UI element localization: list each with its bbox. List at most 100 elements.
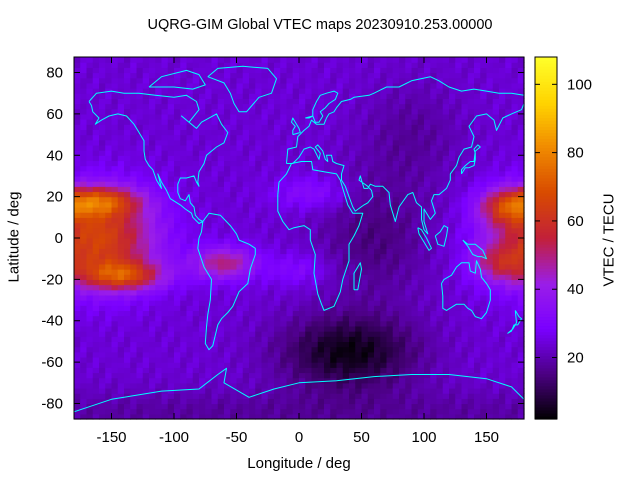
- heat-cell: [249, 362, 256, 368]
- heat-cell: [305, 108, 313, 115]
- heat-cell: [186, 382, 194, 389]
- heat-cell: [286, 129, 294, 136]
- heat-cell: [142, 336, 150, 343]
- heat-cell: [380, 150, 388, 156]
- heat-cell: [111, 144, 119, 151]
- heat-cell: [349, 346, 356, 353]
- heat-cell: [236, 227, 244, 234]
- heat-cell: [417, 170, 425, 177]
- heat-cell: [511, 274, 519, 280]
- heat-cell: [111, 300, 119, 306]
- heat-cell: [230, 124, 238, 130]
- heat-cell: [367, 305, 375, 311]
- heat-cell: [224, 346, 231, 353]
- heat-cell: [386, 315, 394, 322]
- heat-cell: [217, 279, 225, 286]
- heat-cell: [486, 196, 494, 203]
- heat-cell: [105, 196, 113, 203]
- heat-cell: [180, 227, 188, 234]
- heat-cell: [167, 170, 175, 177]
- heat-cell: [124, 82, 131, 89]
- heat-cell: [486, 258, 494, 265]
- heat-cell: [180, 119, 188, 125]
- heat-cell: [86, 144, 94, 151]
- heat-cell: [180, 331, 188, 337]
- heat-cell: [117, 279, 125, 286]
- heat-cell: [99, 263, 106, 270]
- heat-cell: [461, 129, 469, 136]
- heat-cell: [111, 310, 119, 317]
- heat-cell: [111, 212, 119, 218]
- heat-cell: [92, 67, 100, 74]
- heat-cell: [374, 155, 381, 162]
- heat-cell: [261, 263, 269, 270]
- heat-cell: [217, 238, 225, 244]
- heat-cell: [174, 269, 181, 275]
- heat-cell: [192, 320, 200, 327]
- heat-cell: [267, 165, 275, 172]
- heat-cell: [455, 160, 463, 167]
- heat-cell: [299, 341, 306, 348]
- heat-cell: [280, 134, 288, 141]
- heat-cell: [305, 367, 313, 374]
- heat-cell: [205, 119, 213, 125]
- heat-cell: [367, 279, 375, 286]
- heat-cell: [261, 88, 269, 94]
- heat-cell: [124, 119, 131, 125]
- heat-cell: [86, 341, 94, 348]
- heat-cell: [199, 320, 206, 327]
- heat-cell: [449, 150, 456, 156]
- heat-cell: [117, 398, 125, 405]
- heat-cell: [442, 150, 450, 156]
- heat-cell: [499, 88, 506, 94]
- heat-cell: [174, 222, 181, 229]
- heat-cell: [480, 274, 488, 280]
- heat-cell: [124, 356, 131, 363]
- heat-cell: [224, 227, 231, 234]
- heat-cell: [461, 243, 469, 249]
- heat-cell: [205, 238, 213, 244]
- heat-cell: [392, 403, 400, 410]
- heat-cell: [274, 341, 281, 348]
- heat-cell: [399, 103, 406, 110]
- heat-cell: [355, 232, 363, 239]
- heat-cell: [405, 227, 413, 234]
- heat-cell: [492, 377, 500, 384]
- heat-cell: [249, 341, 256, 348]
- heat-cell: [192, 175, 200, 182]
- heat-cell: [211, 170, 219, 177]
- heat-cell: [286, 367, 294, 374]
- heat-cell: [267, 206, 275, 213]
- heat-cell: [417, 300, 425, 306]
- heat-cell: [149, 294, 156, 301]
- heat-cell: [392, 88, 400, 94]
- heat-cell: [74, 263, 81, 270]
- heat-cell: [149, 139, 156, 146]
- heat-cell: [80, 170, 88, 177]
- heat-cell: [117, 403, 125, 410]
- heat-cell: [361, 274, 369, 280]
- heat-cell: [380, 346, 388, 353]
- heat-cell: [217, 186, 225, 193]
- heat-cell: [517, 294, 525, 301]
- heat-cell: [74, 155, 81, 162]
- heat-cell: [74, 362, 81, 368]
- heat-cell: [311, 150, 319, 156]
- heat-cell: [224, 289, 231, 296]
- heat-cell: [155, 108, 163, 115]
- heat-cell: [399, 212, 406, 218]
- heat-cell: [180, 248, 188, 255]
- heat-cell: [467, 346, 475, 353]
- heat-cell: [455, 232, 463, 239]
- heat-cell: [286, 191, 294, 198]
- heat-cell: [205, 232, 213, 239]
- heat-cell: [267, 294, 275, 301]
- heat-cell: [330, 222, 338, 229]
- heat-cell: [224, 341, 231, 348]
- heat-cell: [105, 294, 113, 301]
- heat-cell: [199, 403, 206, 410]
- heat-cell: [286, 356, 294, 363]
- heat-cell: [374, 212, 381, 218]
- heat-cell: [386, 403, 394, 410]
- heat-cell: [267, 403, 275, 410]
